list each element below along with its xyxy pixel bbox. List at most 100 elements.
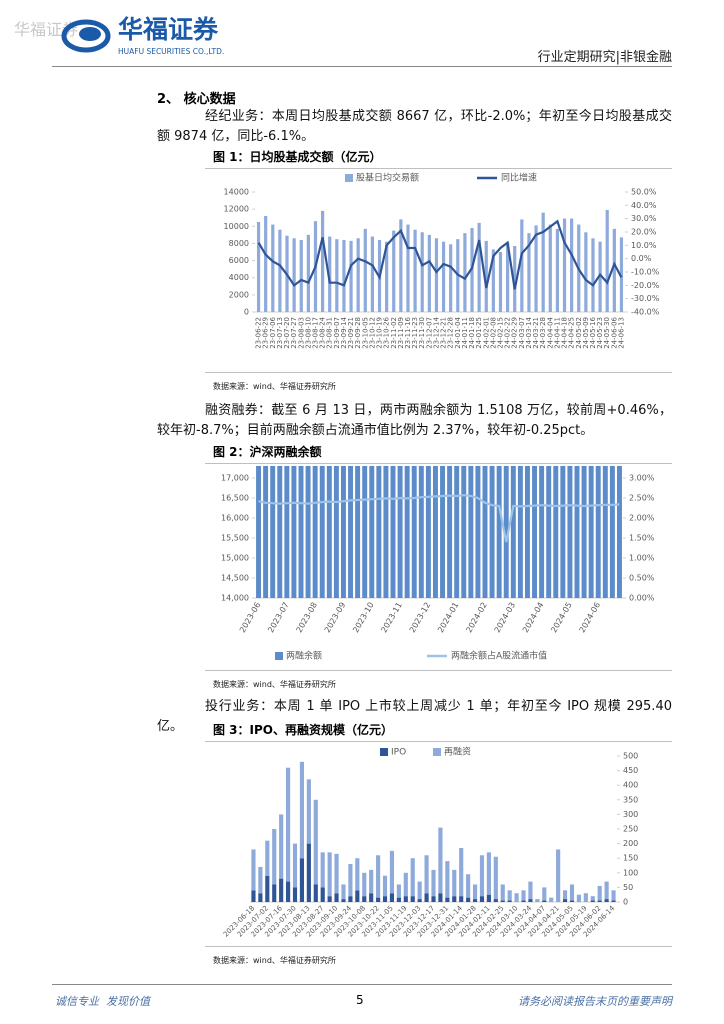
x-tick-label: 2024-05 [549,601,574,634]
paragraph: 经纪业务：本周日均股基成交额 8667 亿，环比-2.0%；年初至今日均股基成交… [157,109,672,144]
bar [271,224,275,312]
bar [265,875,270,902]
legend-label: 同比增速 [501,172,537,184]
chart: 0 2000 4000 6000 8000 10000 12000 14000 -40.0% -3… [224,172,660,349]
bar [292,843,298,888]
y-tick-label: 0 [623,898,628,907]
y-tick-label: 6000 [229,256,249,265]
bar [591,238,595,312]
source: 数据来源：wind、华福证券研究所 [205,372,672,392]
bar [263,466,269,598]
bar [341,884,346,900]
bar [484,240,488,312]
bar [520,219,524,312]
x-tick-label: 2023-08 [295,601,320,634]
bar [348,896,353,902]
y-tick-label: 200 [623,839,638,848]
legend-swatch [345,174,353,182]
x-tick-label: 23-06-29 [262,317,270,349]
y-tick-label: 2.00% [629,514,655,523]
x-tick-label: 23-08-17 [311,317,319,349]
bar [334,853,339,894]
bar [493,856,498,900]
bar [258,893,263,902]
y-tick-label: 16,000 [221,514,249,523]
x-tick-label: 24-04-04 [546,316,554,348]
bar [383,466,389,598]
bar [313,884,318,902]
bar [369,466,375,598]
x-tick-label: 2023-10 [351,601,376,634]
bar [369,893,374,902]
bar [390,466,396,598]
y-tick-label: 15,000 [221,554,249,563]
bar [604,899,609,902]
x-tick-label: 24-01-25 [475,317,483,349]
y-tick-label: 300 [623,810,638,819]
x-tick-label: 23-07-20 [283,317,291,349]
x-tick-label: 23-09-21 [347,317,355,349]
bar [272,829,277,885]
bar [541,212,545,312]
bar [397,466,403,598]
bar [399,219,403,312]
bar [333,466,339,598]
bar [548,224,552,312]
bar [597,900,602,902]
x-tick-label: 23-08-31 [326,317,334,349]
bar [472,899,478,902]
y-tick-label: 2.50% [629,494,655,503]
bar [403,872,408,897]
y-tick-label: 4000 [229,273,249,282]
bar [438,893,443,902]
bar [477,222,481,312]
x-tick-label: 23-10-12 [368,317,376,349]
bar [306,779,311,844]
bar [306,234,310,312]
bar [491,249,495,312]
bar [251,849,256,891]
bar [482,466,488,598]
bar [611,890,616,901]
bar [555,228,560,312]
x-tick-label: 2023-06 [238,601,263,634]
bar [500,900,505,902]
bar [507,900,512,902]
legend-swatch [433,748,441,756]
bar [305,466,311,598]
bar [588,466,594,598]
bar [605,210,609,312]
legend-swatch [275,652,283,660]
bar [424,855,429,894]
legend-label: IPO [391,748,406,758]
bar [486,852,491,895]
bar [562,899,568,902]
bar [320,887,325,902]
x-tick-label: 24-02-08 [489,317,497,349]
bar [539,466,545,598]
x-tick-label: 23-08-03 [297,317,305,349]
x-tick-label: 23-09-28 [354,317,362,349]
bar [514,893,519,902]
x-tick-label: 23-09-07 [333,317,341,349]
bar [597,885,602,901]
x-tick-label: 24-01-18 [468,317,476,349]
bar [521,890,526,901]
bar [459,847,464,897]
figure-title: 图 1：日均股基成交额（亿元） [205,146,672,169]
x-tick-label: 23-08-10 [304,317,312,349]
x-tick-label: 2024-02 [464,601,489,634]
bar [611,900,616,902]
bar [479,896,485,902]
brand-en: HUAFU SECURITIES CO.,LTD. [118,47,224,56]
bar [619,237,624,312]
bar [348,864,353,897]
bar [363,228,367,312]
y-tick-label: 16,500 [221,494,249,503]
bar [376,466,382,598]
bar [404,466,410,598]
y-tick-label: 50 [623,883,633,892]
bar [569,900,575,902]
x-tick-label: 24-04-18 [561,317,569,349]
x-tick-label: 23-10-26 [383,316,391,348]
